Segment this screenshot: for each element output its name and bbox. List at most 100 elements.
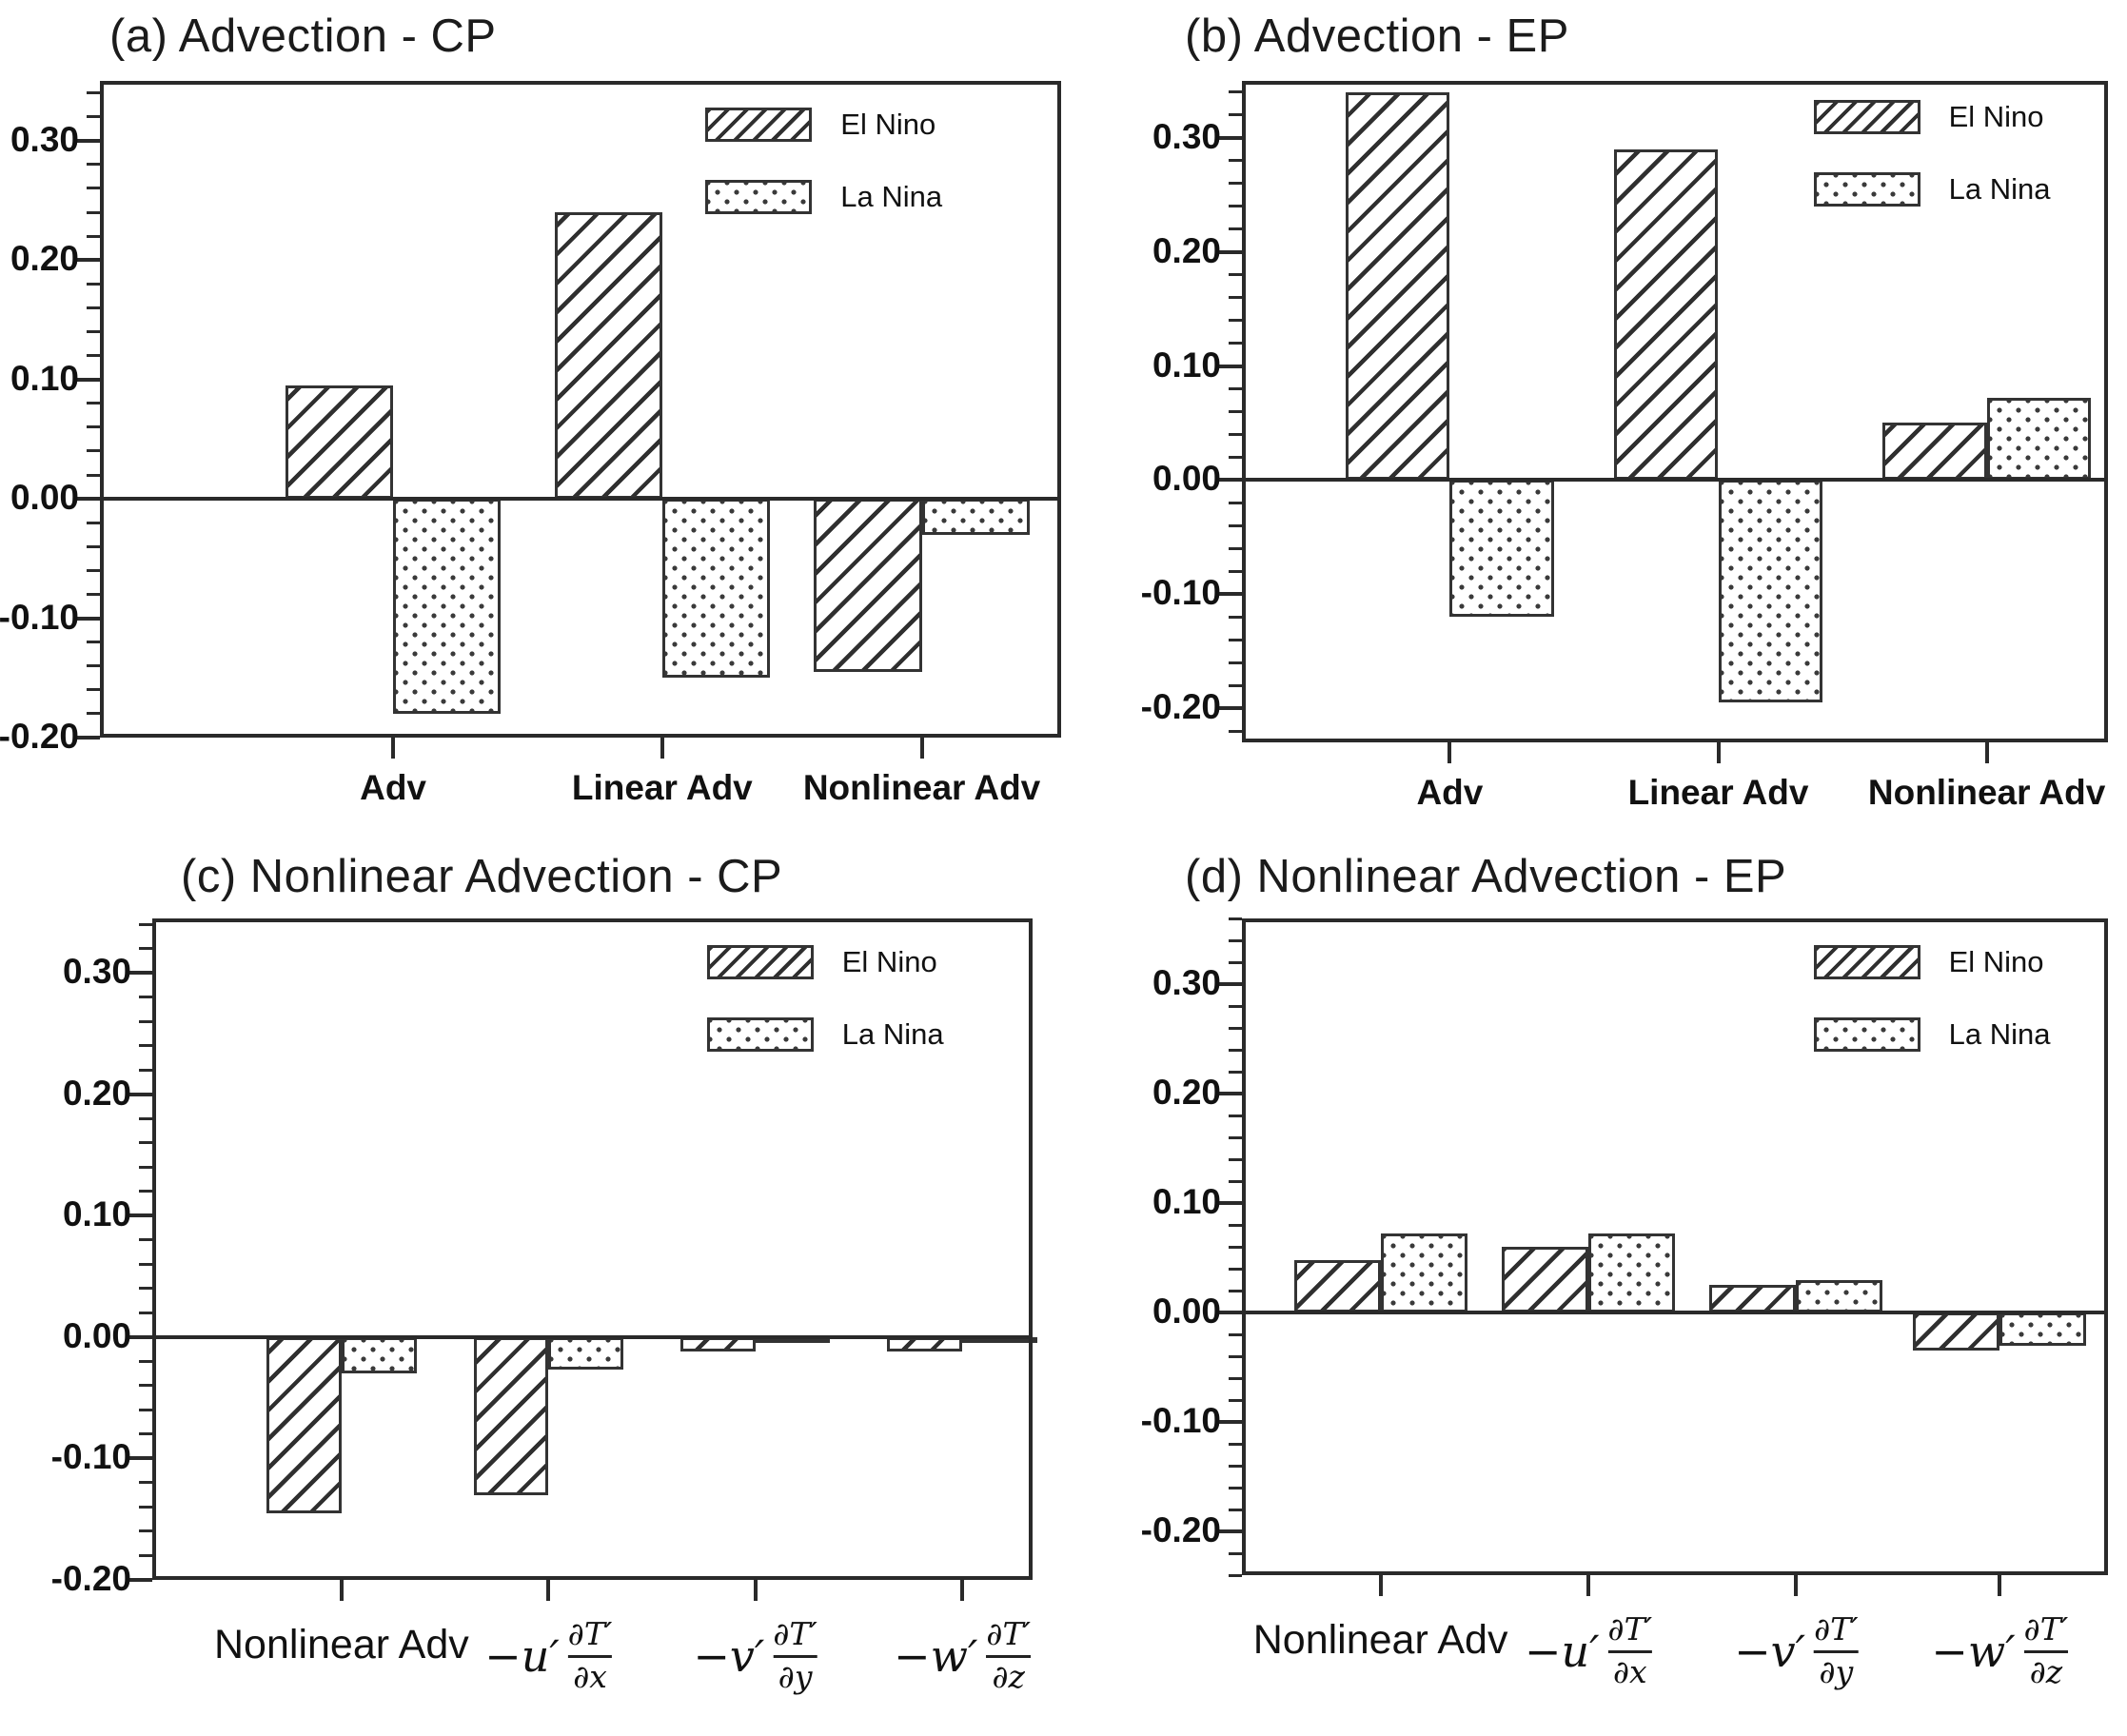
y-axis-minor-tick (87, 234, 100, 238)
y-axis-minor-tick (139, 1359, 152, 1363)
fraction-bar (1607, 1649, 1653, 1653)
y-axis-minor-tick (1229, 1464, 1242, 1468)
x-category-label-math: −u′ ∂T′ ∂x (1524, 1612, 1653, 1688)
y-axis-minor-tick (1229, 1289, 1242, 1292)
y-tick-label: 0.10 (1152, 345, 1221, 385)
x-axis-tick (660, 738, 664, 759)
bar-el-nino (1882, 423, 1987, 481)
y-axis-minor-tick (87, 544, 100, 548)
y-axis-minor-tick (1229, 342, 1242, 345)
x-axis-tick (1378, 1575, 1383, 1596)
y-axis-major-tick (75, 138, 100, 143)
x-axis-tick (1716, 742, 1721, 763)
x-axis-tick (960, 1580, 964, 1601)
y-axis-minor-tick (139, 1141, 152, 1145)
y-axis-minor-tick (1229, 159, 1242, 163)
y-axis-minor-tick (87, 641, 100, 644)
y-tick-label: -0.10 (1140, 1401, 1221, 1440)
fraction-bar (986, 1654, 1031, 1658)
y-axis-minor-tick (87, 425, 100, 429)
y-tick-label: -0.20 (1140, 1510, 1221, 1549)
y-axis-minor-tick (139, 996, 152, 999)
y-axis-major-tick (1217, 1201, 1242, 1205)
legend-swatch-hatch (705, 108, 813, 142)
y-axis-major-tick (128, 971, 152, 976)
x-category-label: Nonlinear Adv (1252, 1617, 1508, 1663)
math-fraction: ∂T′ ∂x (567, 1615, 613, 1693)
plot-box-border (152, 918, 1033, 1580)
y-tick-label: 0.30 (1152, 963, 1221, 1002)
y-axis-minor-tick (139, 1505, 152, 1509)
y-axis-major-tick (1217, 982, 1242, 986)
legend-label: La Nina (1948, 1017, 2051, 1051)
y-axis-minor-tick (139, 1262, 152, 1266)
y-axis-minor-tick (87, 568, 100, 572)
y-tick-label: 0.00 (62, 1315, 131, 1355)
panel-c-title: (c) Nonlinear Advection - CP (181, 851, 783, 902)
legend-label: La Nina (841, 1017, 944, 1051)
y-axis-minor-tick (1229, 205, 1242, 208)
y-axis-minor-tick (1229, 296, 1242, 300)
panel-d-title: (d) Nonlinear Advection - EP (1185, 851, 1787, 902)
panel-a-title: (a) Advection - CP (109, 10, 497, 62)
y-axis-minor-tick (1229, 1573, 1242, 1577)
math-prefix: −u′ (484, 1629, 560, 1682)
bar-la-nina (661, 499, 770, 679)
y-axis-minor-tick (139, 1553, 152, 1557)
y-axis-major-tick (1217, 364, 1242, 368)
y-axis-minor-tick (1229, 319, 1242, 323)
x-axis-tick (1586, 1575, 1590, 1596)
y-tick-label: 0.20 (1152, 1073, 1221, 1112)
fraction-bar (773, 1654, 817, 1658)
fraction-denominator: ∂y (1819, 1652, 1854, 1690)
y-axis-major-tick (1217, 249, 1242, 254)
y-axis-major-tick (1217, 135, 1242, 140)
y-axis-minor-tick (1229, 1157, 1242, 1161)
y-axis-minor-tick (139, 1068, 152, 1072)
y-axis-minor-tick (87, 329, 100, 333)
x-category-label-math: −u′ ∂T′ ∂x (484, 1615, 613, 1693)
plot-box-border (1242, 918, 2108, 1575)
legend-label: La Nina (1948, 172, 2051, 206)
x-category-label: Linear Adv (1627, 773, 1809, 812)
zero-baseline (1242, 478, 2108, 483)
y-axis-minor-tick (1229, 432, 1242, 436)
y-axis-minor-tick (87, 521, 100, 524)
x-axis-tick (391, 738, 396, 759)
legend-label: El Nino (841, 945, 937, 978)
math-fraction: ∂T′ ∂x (1607, 1612, 1653, 1688)
legend-swatch-hatch (706, 945, 814, 979)
y-axis-minor-tick (1229, 1398, 1242, 1402)
y-axis-major-tick (75, 258, 100, 263)
fraction-numerator: ∂T′ (567, 1615, 613, 1652)
y-axis-minor-tick (1229, 615, 1242, 619)
x-category-label: Nonlinear Adv (802, 768, 1041, 807)
y-axis-minor-tick (139, 1287, 152, 1291)
y-tick-label: -0.20 (50, 1559, 131, 1598)
panel-b-title: (b) Advection - EP (1185, 10, 1569, 62)
bar-el-nino (285, 385, 394, 500)
x-category-label-math: −v′ ∂T′ ∂y (693, 1617, 817, 1693)
y-axis-minor-tick (1229, 1376, 1242, 1380)
y-axis-minor-tick (1229, 1223, 1242, 1227)
y-axis-minor-tick (139, 1190, 152, 1194)
math-prefix: −v′ (1734, 1625, 1806, 1677)
y-axis-minor-tick (1229, 917, 1242, 920)
y-axis-minor-tick (1229, 960, 1242, 964)
y-axis-minor-tick (87, 402, 100, 405)
x-axis-tick (1794, 1575, 1799, 1596)
y-axis-major-tick (1217, 592, 1242, 597)
y-axis-major-tick (1217, 706, 1242, 711)
math-prefix: −u′ (1524, 1625, 1600, 1677)
y-tick-label: -0.10 (1140, 573, 1221, 613)
math-prefix: −v′ (693, 1629, 765, 1682)
fraction-bar (1814, 1649, 1859, 1653)
y-axis-minor-tick (1229, 227, 1242, 231)
y-axis-major-tick (1217, 1092, 1242, 1095)
y-axis-minor-tick (87, 91, 100, 95)
y-axis-minor-tick (87, 664, 100, 668)
y-axis-minor-tick (1229, 1070, 1242, 1074)
legend-label: La Nina (840, 180, 943, 213)
x-axis-tick (1984, 742, 1989, 763)
